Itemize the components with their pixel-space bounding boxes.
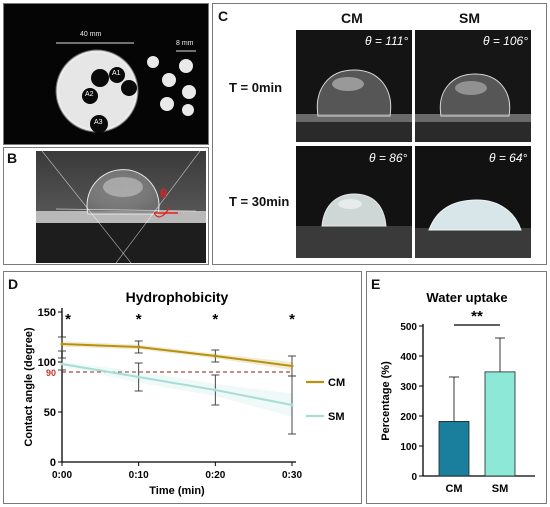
data-point-sm: [60, 362, 64, 366]
column-label-sm: SM: [459, 10, 480, 26]
chart-title: Hydrophobicity: [126, 289, 229, 305]
reference-line-label: 90: [46, 368, 56, 378]
row-label-t30: T = 30min: [229, 194, 290, 209]
y-tick-label: 100: [400, 442, 417, 453]
panel-d: D Hydrophobicity 0 50 100 150 0:00 0:10 0:20 0:3…: [3, 271, 362, 504]
hole-a3: [90, 115, 108, 133]
scale-label-large: 40 mm: [80, 31, 102, 38]
y-axis-label: Percentage (%): [380, 361, 392, 441]
droplet-sm-t0: [415, 30, 531, 142]
series-line-cm: [61, 343, 293, 367]
y-axis-label: Contact angle (degree): [23, 327, 35, 447]
angle-sm-t0: θ = 106°: [483, 34, 529, 48]
hole-a2: [82, 88, 98, 104]
spot-label-a3: A3: [94, 119, 103, 126]
y-tick-label: 300: [400, 382, 417, 393]
panel-e-label: E: [371, 276, 381, 292]
row-label-t0: T = 0min: [229, 80, 283, 95]
panel-b: B θ: [3, 147, 209, 265]
panel-c: C CM SM T = 0min T = 30min θ = 111° θ = …: [212, 3, 547, 265]
spot-label-a1: A1: [112, 70, 121, 77]
x-tick-label: 0:20: [205, 470, 225, 481]
angle-sm-t30: θ = 64°: [489, 151, 528, 165]
series-band-cm: [62, 341, 292, 370]
series-band-sm: [62, 361, 292, 417]
angle-cm-t0: θ = 111°: [365, 34, 409, 48]
panel-a: A 40 mm 8 mm A1 A2 A3: [3, 3, 209, 145]
significance-label: **: [471, 308, 483, 325]
x-tick-label-sm: SM: [492, 483, 509, 495]
y-tick-label: 0: [411, 472, 417, 483]
data-point-sm: [290, 403, 294, 407]
contact-angle-photo: [36, 151, 206, 263]
membrane-photo: [4, 4, 208, 144]
y-tick-label: 200: [400, 412, 417, 423]
x-axis-label: Time (min): [149, 485, 205, 497]
x-tick-label: 0:30: [282, 470, 302, 481]
data-point-sm: [213, 388, 217, 392]
y-tick-label: 50: [44, 407, 56, 419]
panel-e: E Water uptake 0 100 200 300 400 500 Percentage…: [366, 271, 547, 504]
spot-label-a2: A2: [85, 91, 94, 98]
droplet-cm-t0: [296, 30, 412, 142]
data-point-cm: [290, 364, 294, 368]
panel-c-label: C: [218, 8, 229, 24]
panel-d-label: D: [8, 276, 19, 292]
y-tick-label: 500: [400, 322, 417, 333]
legend-label-sm: SM: [328, 411, 345, 423]
data-point-cm: [60, 342, 64, 346]
angle-symbol: θ: [160, 186, 168, 201]
hydrophobicity-chart: Hydrophobicity 0 50 100 150 0:00 0:10 0:20 0:30 T…: [23, 289, 345, 497]
significance-star: *: [65, 311, 71, 328]
angle-cm-t30: θ = 86°: [369, 151, 408, 165]
y-tick-label: 400: [400, 352, 417, 363]
series-line-sm: [61, 363, 293, 406]
significance-star: *: [136, 311, 142, 328]
panel-b-label: B: [7, 150, 18, 166]
y-tick-label: 0: [50, 457, 56, 469]
x-tick-label: 0:00: [52, 470, 72, 481]
water-uptake-chart: Water uptake 0 100 200 300 400 500 Percentage (…: [380, 290, 535, 495]
data-point-cm: [137, 345, 141, 349]
x-tick-label-cm: CM: [445, 483, 462, 495]
hole-a1: [109, 67, 125, 83]
chart-title: Water uptake: [426, 290, 507, 305]
significance-star: *: [212, 311, 218, 328]
droplet-cm-t30: [296, 146, 412, 258]
legend-label-cm: CM: [328, 377, 345, 389]
data-point-sm: [137, 375, 141, 379]
x-tick-label: 0:10: [129, 470, 149, 481]
data-point-cm: [213, 354, 217, 358]
droplet-sm-t30: [415, 146, 531, 258]
column-label-cm: CM: [341, 10, 363, 26]
y-tick-label: 150: [38, 307, 56, 319]
bar-sm: [484, 371, 516, 477]
scale-label-small: 8 mm: [176, 40, 194, 47]
significance-star: *: [289, 311, 295, 328]
bar-cm: [438, 420, 470, 477]
y-tick-label: 100: [38, 357, 56, 369]
